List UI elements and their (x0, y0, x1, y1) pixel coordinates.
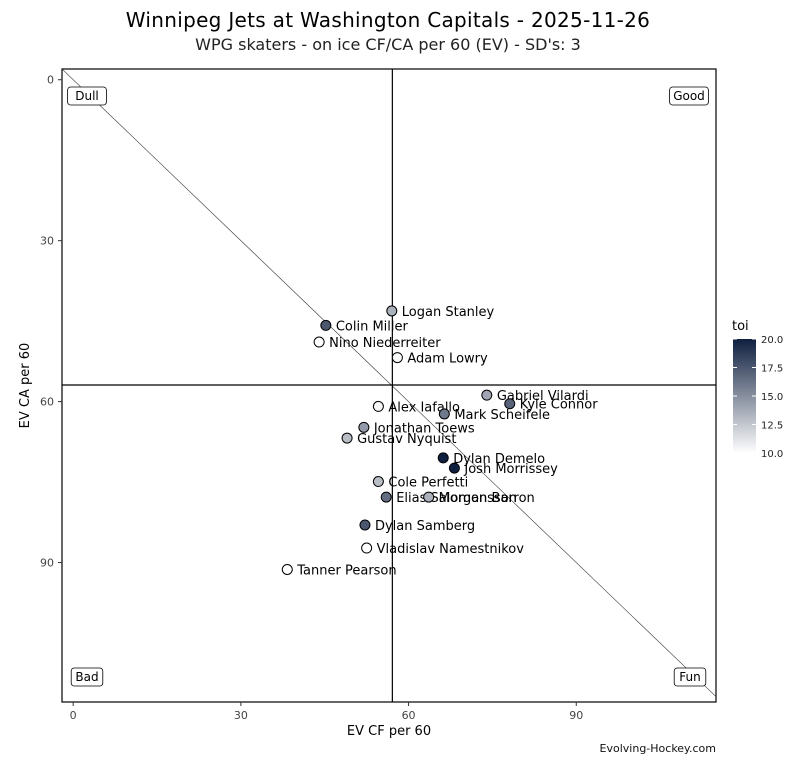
point-label: Gabriel Vilardi (497, 389, 589, 404)
quadrant-label-fun: Fun (673, 667, 707, 687)
data-point (380, 491, 392, 503)
quadrant-label-dull-box (67, 86, 107, 106)
point-label: Mark Scheifele (454, 408, 550, 423)
legend-tick-label: 12.5 (761, 421, 783, 432)
data-point (386, 305, 398, 317)
data-point (438, 408, 450, 420)
data-point (372, 476, 384, 488)
x-tick-label: 90 (569, 709, 583, 722)
data-point (481, 389, 493, 401)
x-tick-label: 0 (70, 709, 77, 722)
quadrant-label-fun-box (673, 667, 707, 687)
data-point (320, 319, 332, 331)
legend-title: toi (732, 319, 749, 334)
y-tick-label: 0 (47, 74, 54, 87)
data-point (391, 352, 403, 364)
data-point (359, 519, 371, 531)
y-axis-label: EV CA per 60 (18, 343, 33, 429)
y-tick-label: 60 (40, 396, 54, 409)
y-tick-label: 90 (40, 557, 54, 570)
data-point (358, 421, 370, 433)
point-label: Gustav Nyquist (357, 432, 456, 447)
point-label: Tanner Pearson (296, 563, 396, 578)
legend-tick-label: 20.0 (761, 335, 783, 346)
point-label: Dylan Demelo (453, 452, 545, 467)
point-label: Cole Perfetti (388, 476, 468, 491)
chart-title: Winnipeg Jets at Washington Capitals - 2… (125, 8, 651, 32)
quadrant-label-bad-text: Bad (75, 670, 98, 684)
point-label: Logan Stanley (402, 305, 495, 320)
point-label: Nino Niederreiter (329, 336, 441, 351)
data-point (281, 563, 293, 575)
data-point (448, 462, 460, 474)
data-point (361, 542, 373, 554)
quadrant-label-fun-text: Fun (679, 670, 700, 684)
quadrant-label-bad-box (70, 667, 104, 687)
y-tick-label: 30 (40, 235, 54, 248)
x-tick-label: 60 (402, 709, 416, 722)
point-label: Dylan Samberg (375, 519, 475, 534)
legend-tick-label: 10.0 (761, 449, 783, 460)
point-label: Colin Miller (336, 319, 409, 334)
quadrant-label-good-text: Good (673, 89, 705, 103)
data-point (437, 452, 449, 464)
point-label: Adam Lowry (407, 352, 488, 367)
quadrant-label-bad: Bad (70, 667, 104, 687)
quadrant-label-good-box (669, 86, 709, 106)
legend-color-bar (733, 339, 756, 453)
data-point (341, 432, 353, 444)
point-label: Kyle Connor (520, 398, 598, 413)
data-point (423, 491, 435, 503)
quadrant-label-good: Good (669, 86, 709, 106)
quadrant-label-dull-text: Dull (75, 89, 99, 103)
point-label: Vladislav Namestnikov (377, 542, 525, 557)
point-label: Josh Morrissey (463, 462, 558, 477)
chart-subtitle: WPG skaters - on ice CF/CA per 60 (EV) -… (195, 35, 581, 54)
legend-tick-label: 17.5 (761, 364, 783, 375)
data-point (372, 400, 384, 412)
point-label: Morgan Barron (439, 491, 535, 506)
x-tick-label: 30 (234, 709, 248, 722)
point-label: Jonathan Toews (373, 421, 475, 436)
quadrant-label-dull: Dull (67, 86, 107, 106)
legend-tick-label: 15.0 (761, 392, 783, 403)
diagonal-line (62, 69, 716, 698)
data-point (504, 398, 516, 410)
data-point (313, 336, 325, 348)
source-credit: Evolving-Hockey.com (599, 742, 716, 755)
x-axis-label: EV CF per 60 (347, 724, 431, 739)
